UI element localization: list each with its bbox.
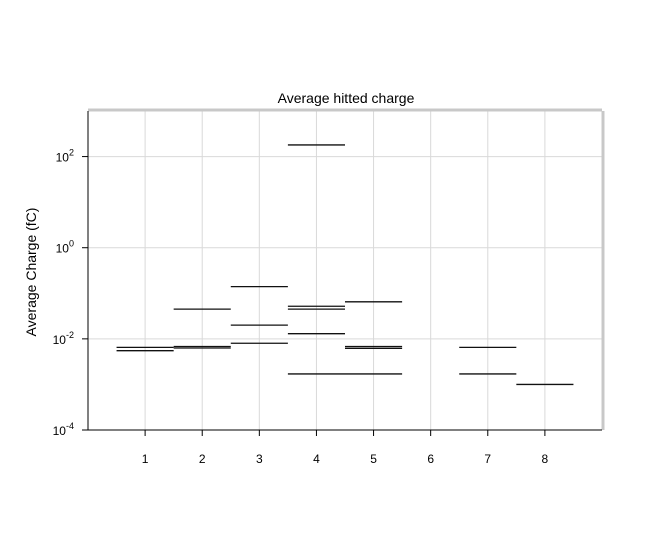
x-tick-label: 6: [427, 452, 434, 466]
x-axis: 1 2 3 4 5 6 7 8: [142, 430, 549, 466]
chart-title: Average hitted charge: [278, 90, 415, 106]
x-tick-label: 7: [484, 452, 491, 466]
y-tick-label: 10-2: [53, 330, 74, 347]
x-tick-label: 4: [313, 452, 320, 466]
y-axis-label: Average Charge (fC): [23, 208, 39, 337]
y-tick-label: 102: [56, 148, 74, 165]
plot-frame: [87, 108, 605, 431]
grid: [88, 111, 602, 431]
x-tick-label: 1: [142, 452, 149, 466]
x-tick-label: 3: [256, 452, 263, 466]
y-axis: 102 100 10-2 10-4: [53, 148, 88, 438]
y-tick-label: 100: [56, 239, 74, 256]
x-tick-label: 5: [370, 452, 377, 466]
x-tick-label: 8: [542, 452, 549, 466]
y-tick-label: 10-4: [53, 421, 74, 438]
x-tick-label: 2: [199, 452, 206, 466]
data-marks: [116, 144, 574, 386]
